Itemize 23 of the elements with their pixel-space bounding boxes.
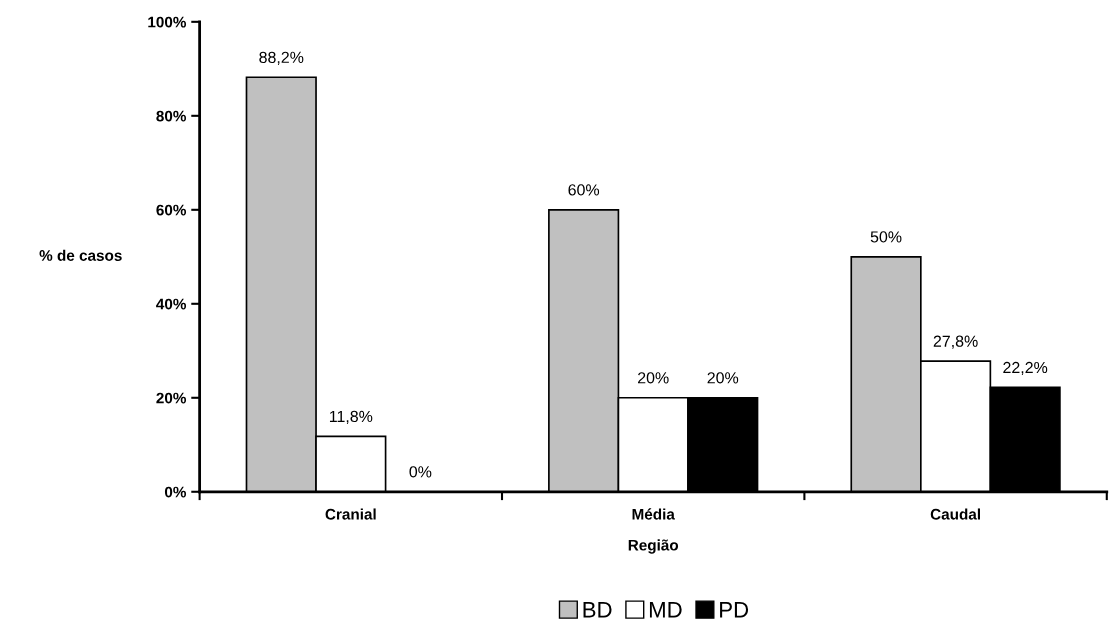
y-tick-label: 80% — [156, 110, 187, 122]
data-label: 50% — [870, 231, 902, 243]
data-label: 27,8% — [933, 335, 978, 349]
legend-label: PD — [720, 602, 749, 618]
data-label: 20% — [707, 372, 739, 384]
data-label: 11,8% — [329, 410, 373, 424]
x-axis-title: Região — [628, 539, 679, 554]
x-tick-label: Cranial — [325, 508, 376, 520]
data-label: 20% — [638, 372, 669, 384]
data-label: 60% — [568, 184, 600, 196]
legend-label: BD — [583, 602, 612, 618]
y-tick-label: 20% — [156, 392, 187, 404]
data-label: 22,2% — [1003, 361, 1048, 376]
y-tick-label: 0% — [164, 486, 187, 498]
y-tick-label: 40% — [156, 298, 187, 310]
x-tick-label: Média — [632, 508, 675, 520]
y-axis-title: % de casos — [39, 249, 122, 261]
data-label: 0% — [409, 466, 432, 478]
legend-label: MD — [649, 602, 682, 618]
y-tick-label: 100% — [148, 16, 187, 28]
y-tick-label: 60% — [156, 204, 187, 216]
x-tick-label: Caudal — [930, 508, 980, 520]
data-label: 88,2% — [259, 51, 304, 65]
